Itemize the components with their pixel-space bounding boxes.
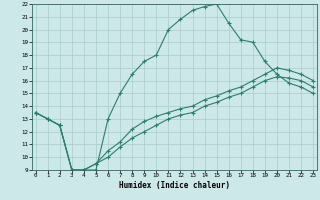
X-axis label: Humidex (Indice chaleur): Humidex (Indice chaleur) [119,181,230,190]
